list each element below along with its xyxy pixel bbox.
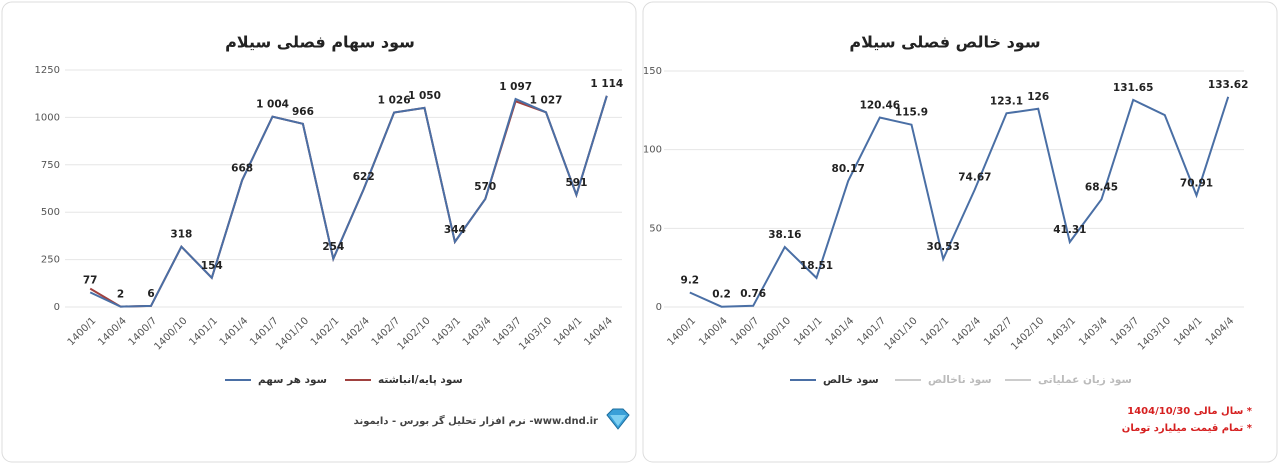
data-label: 80.17 [832,163,865,175]
data-label: 131.65 [1113,82,1154,94]
y-tick-label: 100 [643,145,662,156]
data-label: 6 [147,288,154,300]
data-label: 1 027 [530,94,563,106]
y-tick-label: 1250 [35,65,60,76]
y-tick-label: 0 [54,302,60,313]
data-label: 120.46 [860,99,901,111]
data-label: 38.16 [768,229,801,241]
data-label: 30.53 [927,241,960,253]
right-panel [642,1,1278,463]
data-label: 70.91 [1180,177,1213,189]
y-tick-label: 0 [656,302,662,313]
logo-facet [610,415,626,426]
y-tick-label: 750 [41,160,60,171]
data-label: 0.76 [740,288,766,300]
data-label: 344 [444,224,466,236]
data-label: 1 004 [256,99,289,111]
data-label: 133.62 [1208,79,1249,91]
data-label: 126 [1027,91,1049,103]
data-label: 1 026 [378,94,411,106]
data-label: 68.45 [1085,181,1118,193]
data-label: 74.67 [958,172,991,184]
data-label: 966 [292,106,314,118]
data-label: 123.1 [990,95,1023,107]
data-label: 1 114 [590,78,623,90]
y-tick-label: 50 [649,223,662,234]
data-label: 18.51 [800,260,833,272]
legend-label: سود زیان عملیاتی [1038,374,1132,386]
data-label: 0.2 [712,289,731,301]
data-label: 9.2 [681,275,700,287]
data-label: 2 [117,289,124,301]
data-label: 41.31 [1053,224,1086,236]
legend-label: سود ناخالص [928,374,992,386]
data-label: 115.9 [895,107,928,119]
credit: نرم افزار تحلیل گر بورس - دایموند -www.d… [354,414,598,427]
data-label: 1 097 [499,81,532,93]
legend-label: سود پایه/انباشته [378,374,463,386]
chart-title: سود خالص فصلی سیلام [849,33,1040,52]
data-label: 622 [353,171,375,183]
note: * تمام قیمت میلیارد تومان [1122,423,1253,434]
data-label: 591 [565,177,587,189]
legend-label: سود خالص [823,374,879,386]
data-label: 1 050 [408,90,441,102]
y-tick-label: 500 [41,207,60,218]
data-label: 254 [322,241,344,253]
y-tick-label: 1000 [35,112,60,123]
y-tick-label: 250 [41,255,60,266]
data-label: 570 [474,181,496,193]
data-label: 318 [170,229,192,241]
data-label: 668 [231,162,253,174]
data-label: 154 [201,260,223,272]
y-tick-label: 150 [643,66,662,77]
note: * سال مالی 1404/10/30 [1127,406,1252,417]
left-panel [1,1,637,463]
chart-title: سود سهام فصلی سیلام [225,33,415,52]
series-line [689,96,1230,308]
series-line [89,95,608,308]
data-label: 77 [83,274,98,286]
legend-label: سود هر سهم [258,374,327,386]
